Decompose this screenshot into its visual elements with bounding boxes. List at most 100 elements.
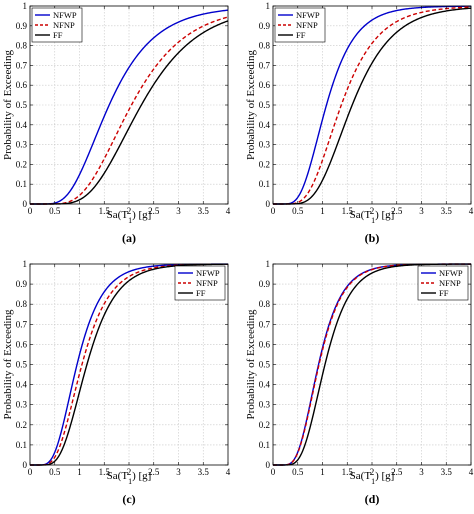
y-axis-title: Probability of Exceeding [2, 50, 14, 160]
y-tick-label: 0.4 [259, 120, 271, 130]
y-tick-label: 0.3 [259, 140, 271, 150]
y-tick-label: 0.1 [259, 440, 270, 450]
x-tick-label: 0 [28, 467, 33, 477]
x-tick-label: 2 [127, 467, 132, 477]
y-tick-label: 0.9 [259, 279, 271, 289]
x-tick-label: 0.5 [49, 467, 61, 477]
legend-label-nfnp: NFNP [196, 278, 218, 288]
legend-label-ff: FF [53, 30, 63, 40]
x-tick-label: 3.5 [441, 467, 453, 477]
x-tick-label: 1 [77, 467, 82, 477]
legend-label-nfnp: NFNP [296, 20, 318, 30]
x-tick-label: 0 [271, 206, 276, 216]
legend-label-nfnp: NFNP [439, 278, 461, 288]
y-tick-label: 0 [266, 460, 271, 470]
x-tick-label: 0 [271, 467, 276, 477]
x-tick-label: 0.5 [49, 206, 61, 216]
x-tick-label: 1 [320, 467, 325, 477]
series-line-nfwp [30, 9, 229, 205]
legend-label-nfwp: NFWP [439, 268, 463, 278]
y-tick-label: 0 [23, 460, 28, 470]
y-tick-label: 1 [23, 259, 28, 269]
legend-label-nfwp: NFWP [296, 10, 320, 20]
series-line-ff [273, 7, 472, 205]
y-tick-label: 0.5 [16, 100, 28, 110]
y-tick-label: 0.7 [16, 319, 28, 329]
y-tick-label: 0.7 [259, 60, 271, 70]
legend-label-ff: FF [439, 288, 449, 298]
panel-b: 0 0.5 1 1.5 2 2.5 3 3.5 4 0 0.1 0.2 0.3 0.4 0.5 0.6 0.7 0… [245, 1, 474, 245]
y-tick-label: 0.8 [259, 299, 271, 309]
y-tick-label: 0.1 [259, 179, 270, 189]
y-tick-label: 0.6 [16, 80, 28, 90]
panel-label: (d) [365, 492, 380, 506]
y-tick-label: 0 [266, 199, 271, 209]
y-tick-label: 0.6 [16, 339, 28, 349]
panel-d: 0 0.5 1 1.5 2 2.5 3 3.5 4 0 0.1 0.2 0.3 0.4 0.5 0.6 0.7 0… [245, 259, 474, 506]
x-tick-label: 2.5 [148, 206, 160, 216]
y-axis-title: Probability of Exceeding [245, 50, 257, 160]
x-tick-label: 2 [127, 206, 132, 216]
y-tick-label: 1 [23, 1, 28, 11]
panel-label: (c) [122, 492, 135, 506]
y-tick-label: 0.6 [259, 339, 271, 349]
legend-label-ff: FF [196, 288, 206, 298]
legend-label-nfwp: NFWP [196, 268, 220, 278]
x-axis-title: Sa(T1) [g] [350, 470, 395, 486]
x-tick-label: 3.5 [441, 206, 453, 216]
y-tick-label: 0.9 [16, 21, 28, 31]
x-tick-label: 2.5 [391, 467, 403, 477]
x-axis-title: Sa(T1) [g] [350, 209, 395, 225]
y-tick-label: 0.6 [259, 80, 271, 90]
x-tick-label: 2 [370, 206, 375, 216]
legend-label-nfwp: NFWP [53, 10, 77, 20]
y-tick-label: 0.4 [16, 120, 28, 130]
panel-label: (a) [122, 231, 136, 245]
x-tick-label: 1 [77, 206, 82, 216]
y-tick-label: 0.5 [259, 100, 271, 110]
series-line-nfnp [273, 6, 472, 205]
y-tick-label: 0.3 [259, 400, 271, 410]
x-tick-label: 1.5 [342, 467, 354, 477]
y-tick-label: 0.2 [259, 420, 270, 430]
x-tick-label: 4 [226, 467, 231, 477]
y-tick-label: 0.3 [16, 140, 28, 150]
panel-a: 0 0.5 1 1.5 2 2.5 3 3.5 4 0 0.1 0.2 0.3 0.4 0.5 0.6 0.7 0… [2, 1, 231, 245]
series-line-nfwp [273, 5, 472, 205]
y-tick-label: 0.5 [16, 360, 28, 370]
y-tick-label: 0.2 [16, 159, 27, 169]
y-tick-label: 0.4 [16, 380, 28, 390]
x-tick-label: 4 [469, 467, 474, 477]
y-tick-label: 0.8 [16, 299, 28, 309]
x-tick-label: 1.5 [99, 206, 111, 216]
x-axis-title: Sa(T1) [g] [107, 470, 152, 486]
x-tick-label: 3 [176, 206, 181, 216]
y-tick-label: 0.9 [259, 21, 271, 31]
y-tick-label: 0.2 [259, 159, 270, 169]
x-axis-title: Sa(T1) [g] [107, 209, 152, 225]
x-tick-label: 3.5 [198, 467, 210, 477]
y-tick-label: 1 [266, 1, 271, 11]
x-tick-label: 3.5 [198, 206, 210, 216]
x-tick-label: 0 [28, 206, 33, 216]
x-tick-label: 4 [226, 206, 231, 216]
y-tick-label: 0.8 [259, 41, 271, 51]
y-tick-label: 1 [266, 259, 271, 269]
y-tick-label: 0.7 [259, 319, 271, 329]
x-tick-label: 1.5 [342, 206, 354, 216]
y-tick-label: 0.9 [16, 279, 28, 289]
y-tick-label: 0.1 [16, 179, 27, 189]
y-tick-label: 0.5 [259, 360, 271, 370]
x-tick-label: 2.5 [148, 467, 160, 477]
y-axis-title: Probability of Exceeding [2, 309, 14, 419]
legend-label-ff: FF [296, 30, 306, 40]
x-tick-label: 4 [469, 206, 474, 216]
x-tick-label: 1.5 [99, 467, 111, 477]
y-tick-label: 0.4 [259, 380, 271, 390]
x-tick-label: 3 [176, 467, 181, 477]
y-tick-label: 0.3 [16, 400, 28, 410]
